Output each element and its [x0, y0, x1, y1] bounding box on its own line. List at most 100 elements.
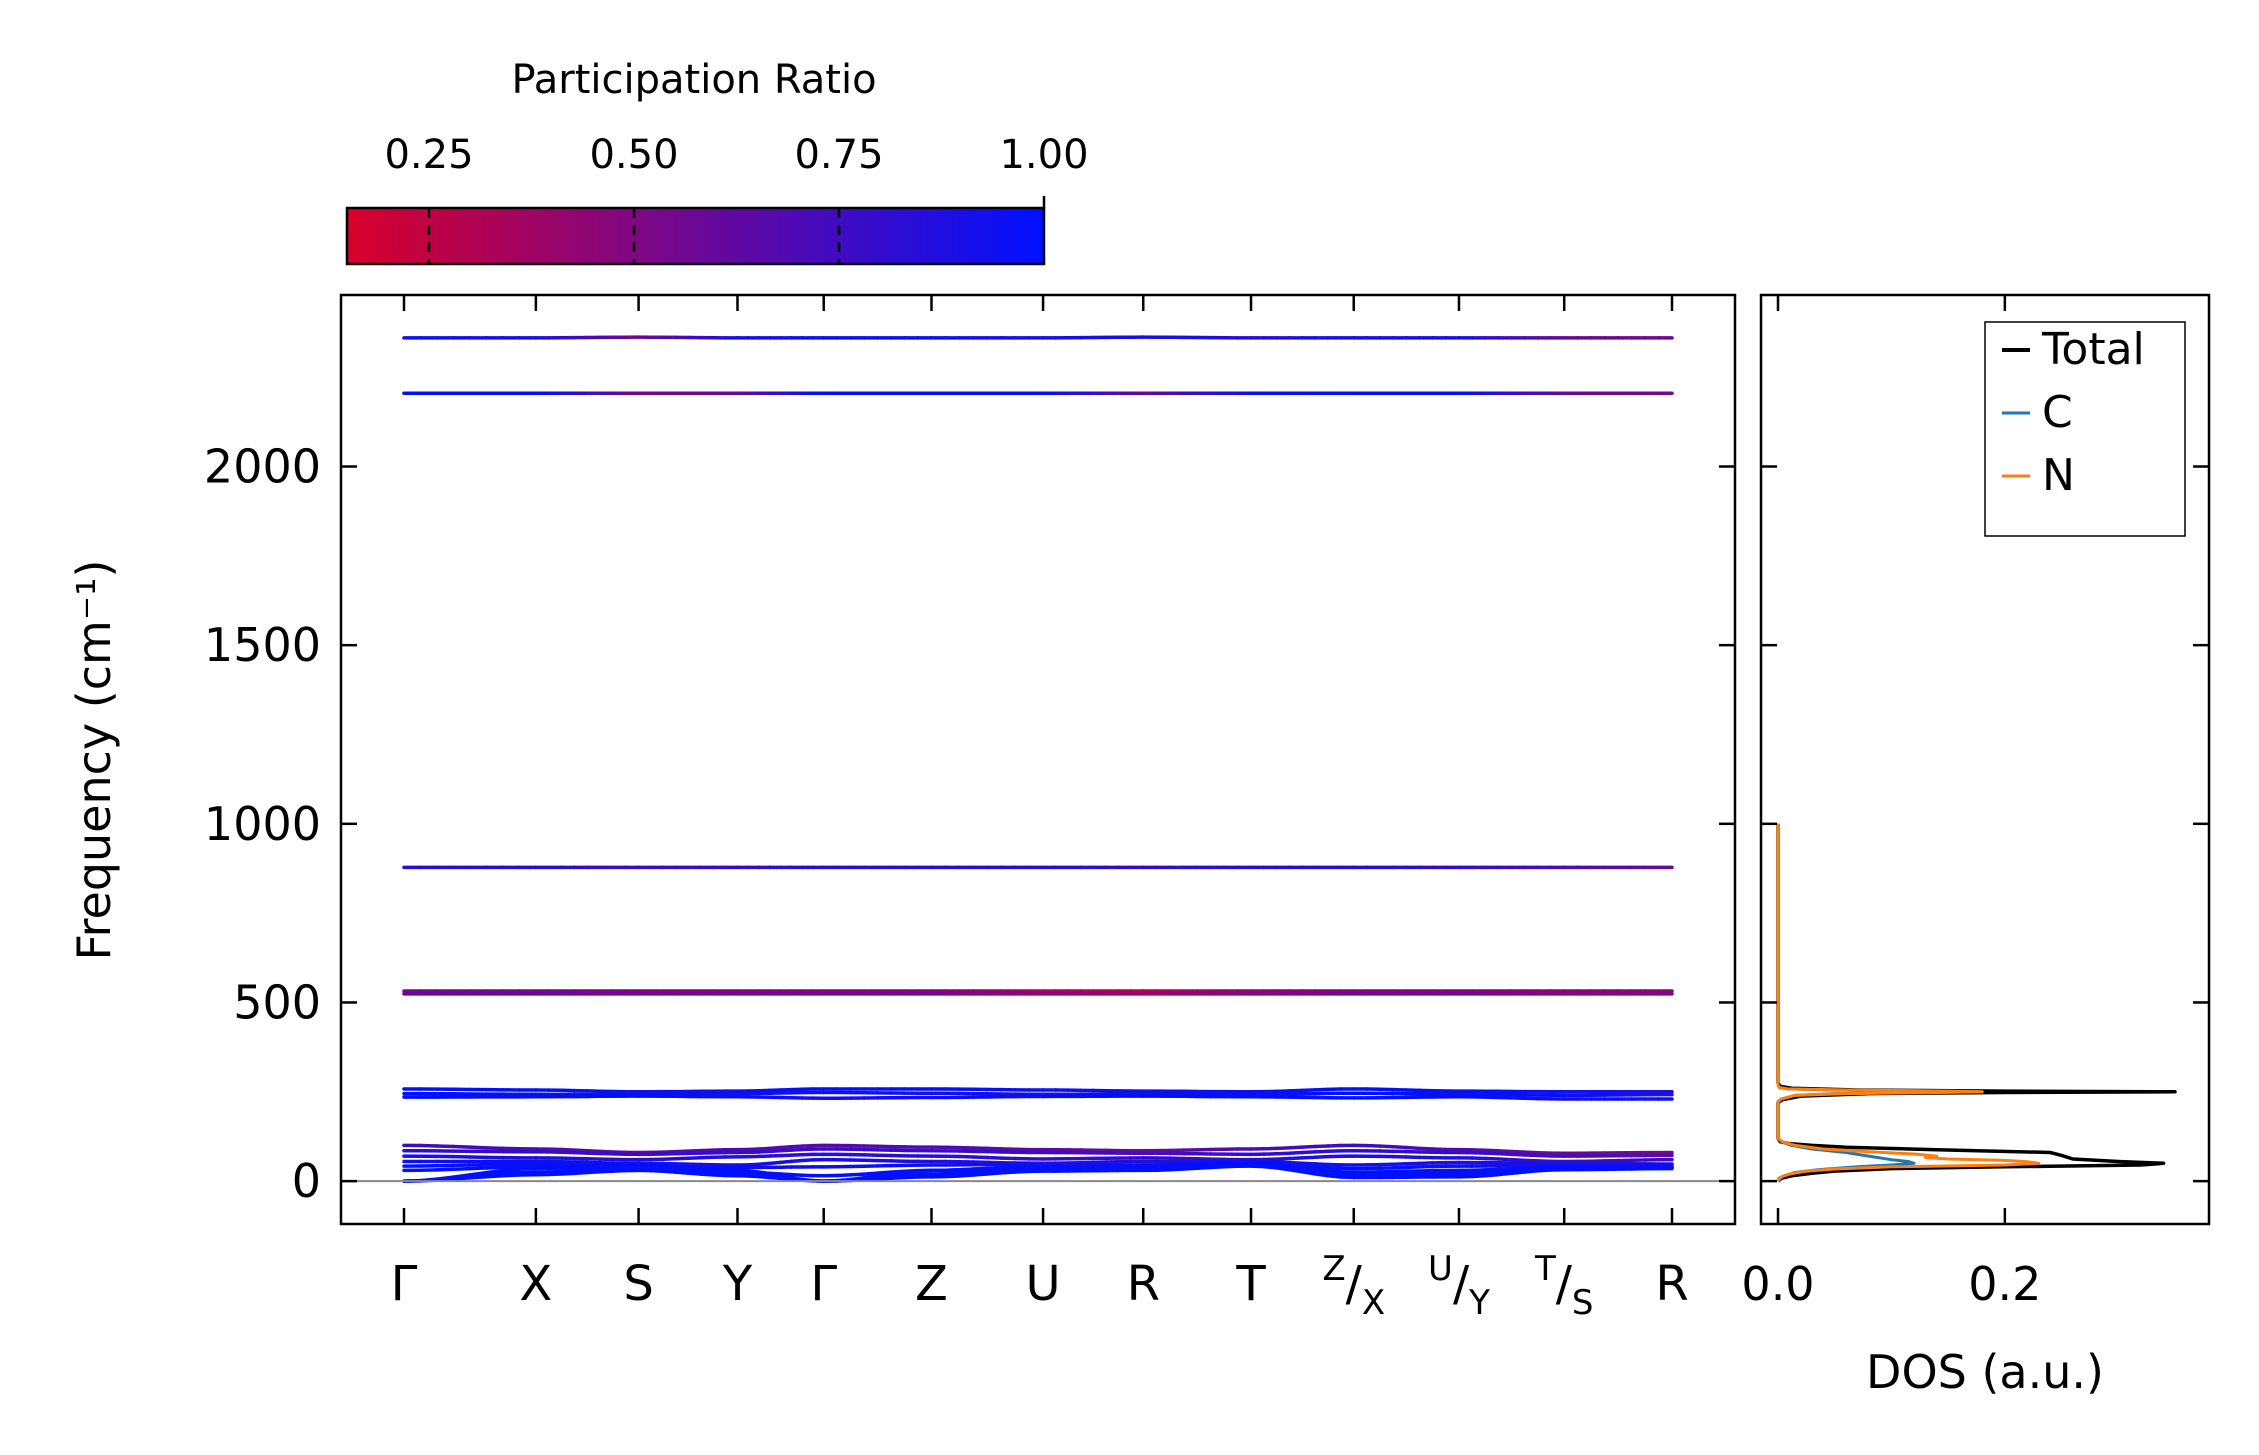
legend-label: N	[2042, 450, 2075, 501]
band-segment	[1287, 1145, 1305, 1150]
band-segment	[1181, 1164, 1199, 1169]
band-segment	[711, 1170, 727, 1175]
band-segment	[1313, 1170, 1330, 1176]
band-segment	[1470, 1173, 1488, 1179]
y-tick-label: 0	[292, 1154, 321, 1208]
band-segment	[1483, 1151, 1501, 1156]
colorbar-ticks	[427, 196, 1046, 264]
band-line	[402, 1152, 1674, 1164]
kpoint-label: R	[1127, 1256, 1160, 1312]
band-x-axis-ticks: Γ X S Y Γ Z U R T Z/X U/Y T/S R	[391, 295, 1689, 1323]
band-segment	[1523, 1169, 1540, 1174]
band-segment	[971, 1166, 990, 1172]
band-segment	[1536, 1163, 1553, 1168]
dos-lines	[1776, 823, 2177, 1183]
band-segment	[598, 1169, 615, 1174]
band-segment	[598, 1166, 615, 1171]
dos-series-total	[1776, 823, 2177, 1183]
band-lines	[402, 335, 1674, 1183]
band-segment	[1313, 1172, 1330, 1178]
band-segment	[848, 1172, 866, 1177]
band-segment	[1195, 1163, 1213, 1168]
band-segment	[1287, 1088, 1305, 1093]
band-segment	[902, 1169, 920, 1174]
band-segment	[971, 1169, 990, 1175]
band-segment	[1274, 1160, 1292, 1165]
band-line	[402, 1094, 1674, 1101]
band-segment	[1523, 1158, 1540, 1163]
band-segment	[1523, 1164, 1540, 1170]
dos-panel: 0.0 0.2 DOS (a.u.) Total CN	[1741, 293, 2211, 1399]
band-segment	[451, 1166, 472, 1172]
band-plot-frame	[339, 293, 1737, 1226]
band-segment	[768, 1145, 783, 1151]
band-segment	[1274, 1151, 1292, 1156]
band-segment	[902, 1172, 920, 1177]
kpoint-label: U/Y	[1428, 1249, 1490, 1323]
band-segment	[789, 1147, 804, 1152]
band-segment	[649, 1163, 666, 1168]
band-segment	[1523, 1153, 1540, 1158]
band-segment	[1496, 1157, 1514, 1162]
band-segment	[1274, 1146, 1292, 1151]
band-segment	[1326, 1172, 1343, 1178]
band-segment	[598, 1163, 615, 1168]
band-segment	[1287, 1150, 1305, 1155]
band-segment	[468, 1145, 489, 1150]
colorbar-title: Participation Ratio	[511, 57, 876, 103]
band-segment	[1287, 1160, 1305, 1166]
band-segment	[673, 1170, 690, 1175]
band-segment	[1287, 1167, 1305, 1174]
band-segment	[1496, 1166, 1514, 1172]
band-segment	[985, 1166, 1003, 1171]
dos-x-axis-ticks: 0.0 0.2	[1741, 295, 2041, 1311]
band-segment	[1300, 1155, 1317, 1160]
band-segment	[673, 1156, 690, 1161]
band-segment	[875, 1170, 893, 1175]
band-segment	[768, 1160, 783, 1166]
band-segment	[1483, 1168, 1501, 1173]
band-segment	[435, 1144, 456, 1149]
band-segment	[435, 1177, 456, 1182]
band-segment	[546, 1169, 564, 1174]
band-segment	[789, 1172, 804, 1177]
band-line	[402, 1087, 1674, 1094]
band-segment	[501, 1173, 522, 1178]
band-segment	[1195, 1165, 1213, 1171]
band-segment	[1274, 1164, 1292, 1170]
band-segment	[957, 1173, 976, 1178]
band-segment	[572, 1170, 589, 1176]
band-segment	[1483, 1170, 1501, 1176]
band-segment	[889, 1175, 907, 1180]
band-segment	[559, 1147, 577, 1152]
band-segment	[649, 1168, 666, 1173]
band-segment	[484, 1146, 505, 1151]
band-segment	[999, 1167, 1017, 1173]
legend-label: C	[2042, 387, 2073, 438]
band-segment	[957, 1170, 976, 1175]
band-segment	[468, 1170, 489, 1177]
colorbar-tick-labels: 0.25 0.50 0.75 1.00	[384, 132, 1088, 178]
band-segment	[1536, 1168, 1553, 1173]
colorbar-tick-label: 1.00	[999, 132, 1088, 178]
band-segment	[501, 1170, 522, 1176]
band-segment	[1523, 1150, 1540, 1155]
kpoint-label: T/S	[1534, 1249, 1594, 1323]
band-segment	[451, 1176, 472, 1181]
band-segment	[661, 1164, 678, 1169]
band-segment	[1313, 1154, 1330, 1159]
band-segment	[1509, 1152, 1527, 1157]
band-line	[402, 1143, 1674, 1156]
band-segment	[1483, 1148, 1501, 1153]
dos-y-axis-ticks	[1761, 465, 2209, 1183]
kpoint-label: T	[1235, 1256, 1266, 1312]
y-tick-label: 1500	[204, 618, 321, 672]
band-y-axis-label: Frequency (cm⁻¹)	[67, 560, 121, 961]
band-segment	[611, 1165, 628, 1171]
band-segment	[1509, 1165, 1527, 1171]
band-segment	[971, 1172, 990, 1177]
band-segment	[661, 1169, 678, 1174]
band-segment	[789, 1158, 804, 1164]
band-segment	[1483, 1172, 1501, 1178]
